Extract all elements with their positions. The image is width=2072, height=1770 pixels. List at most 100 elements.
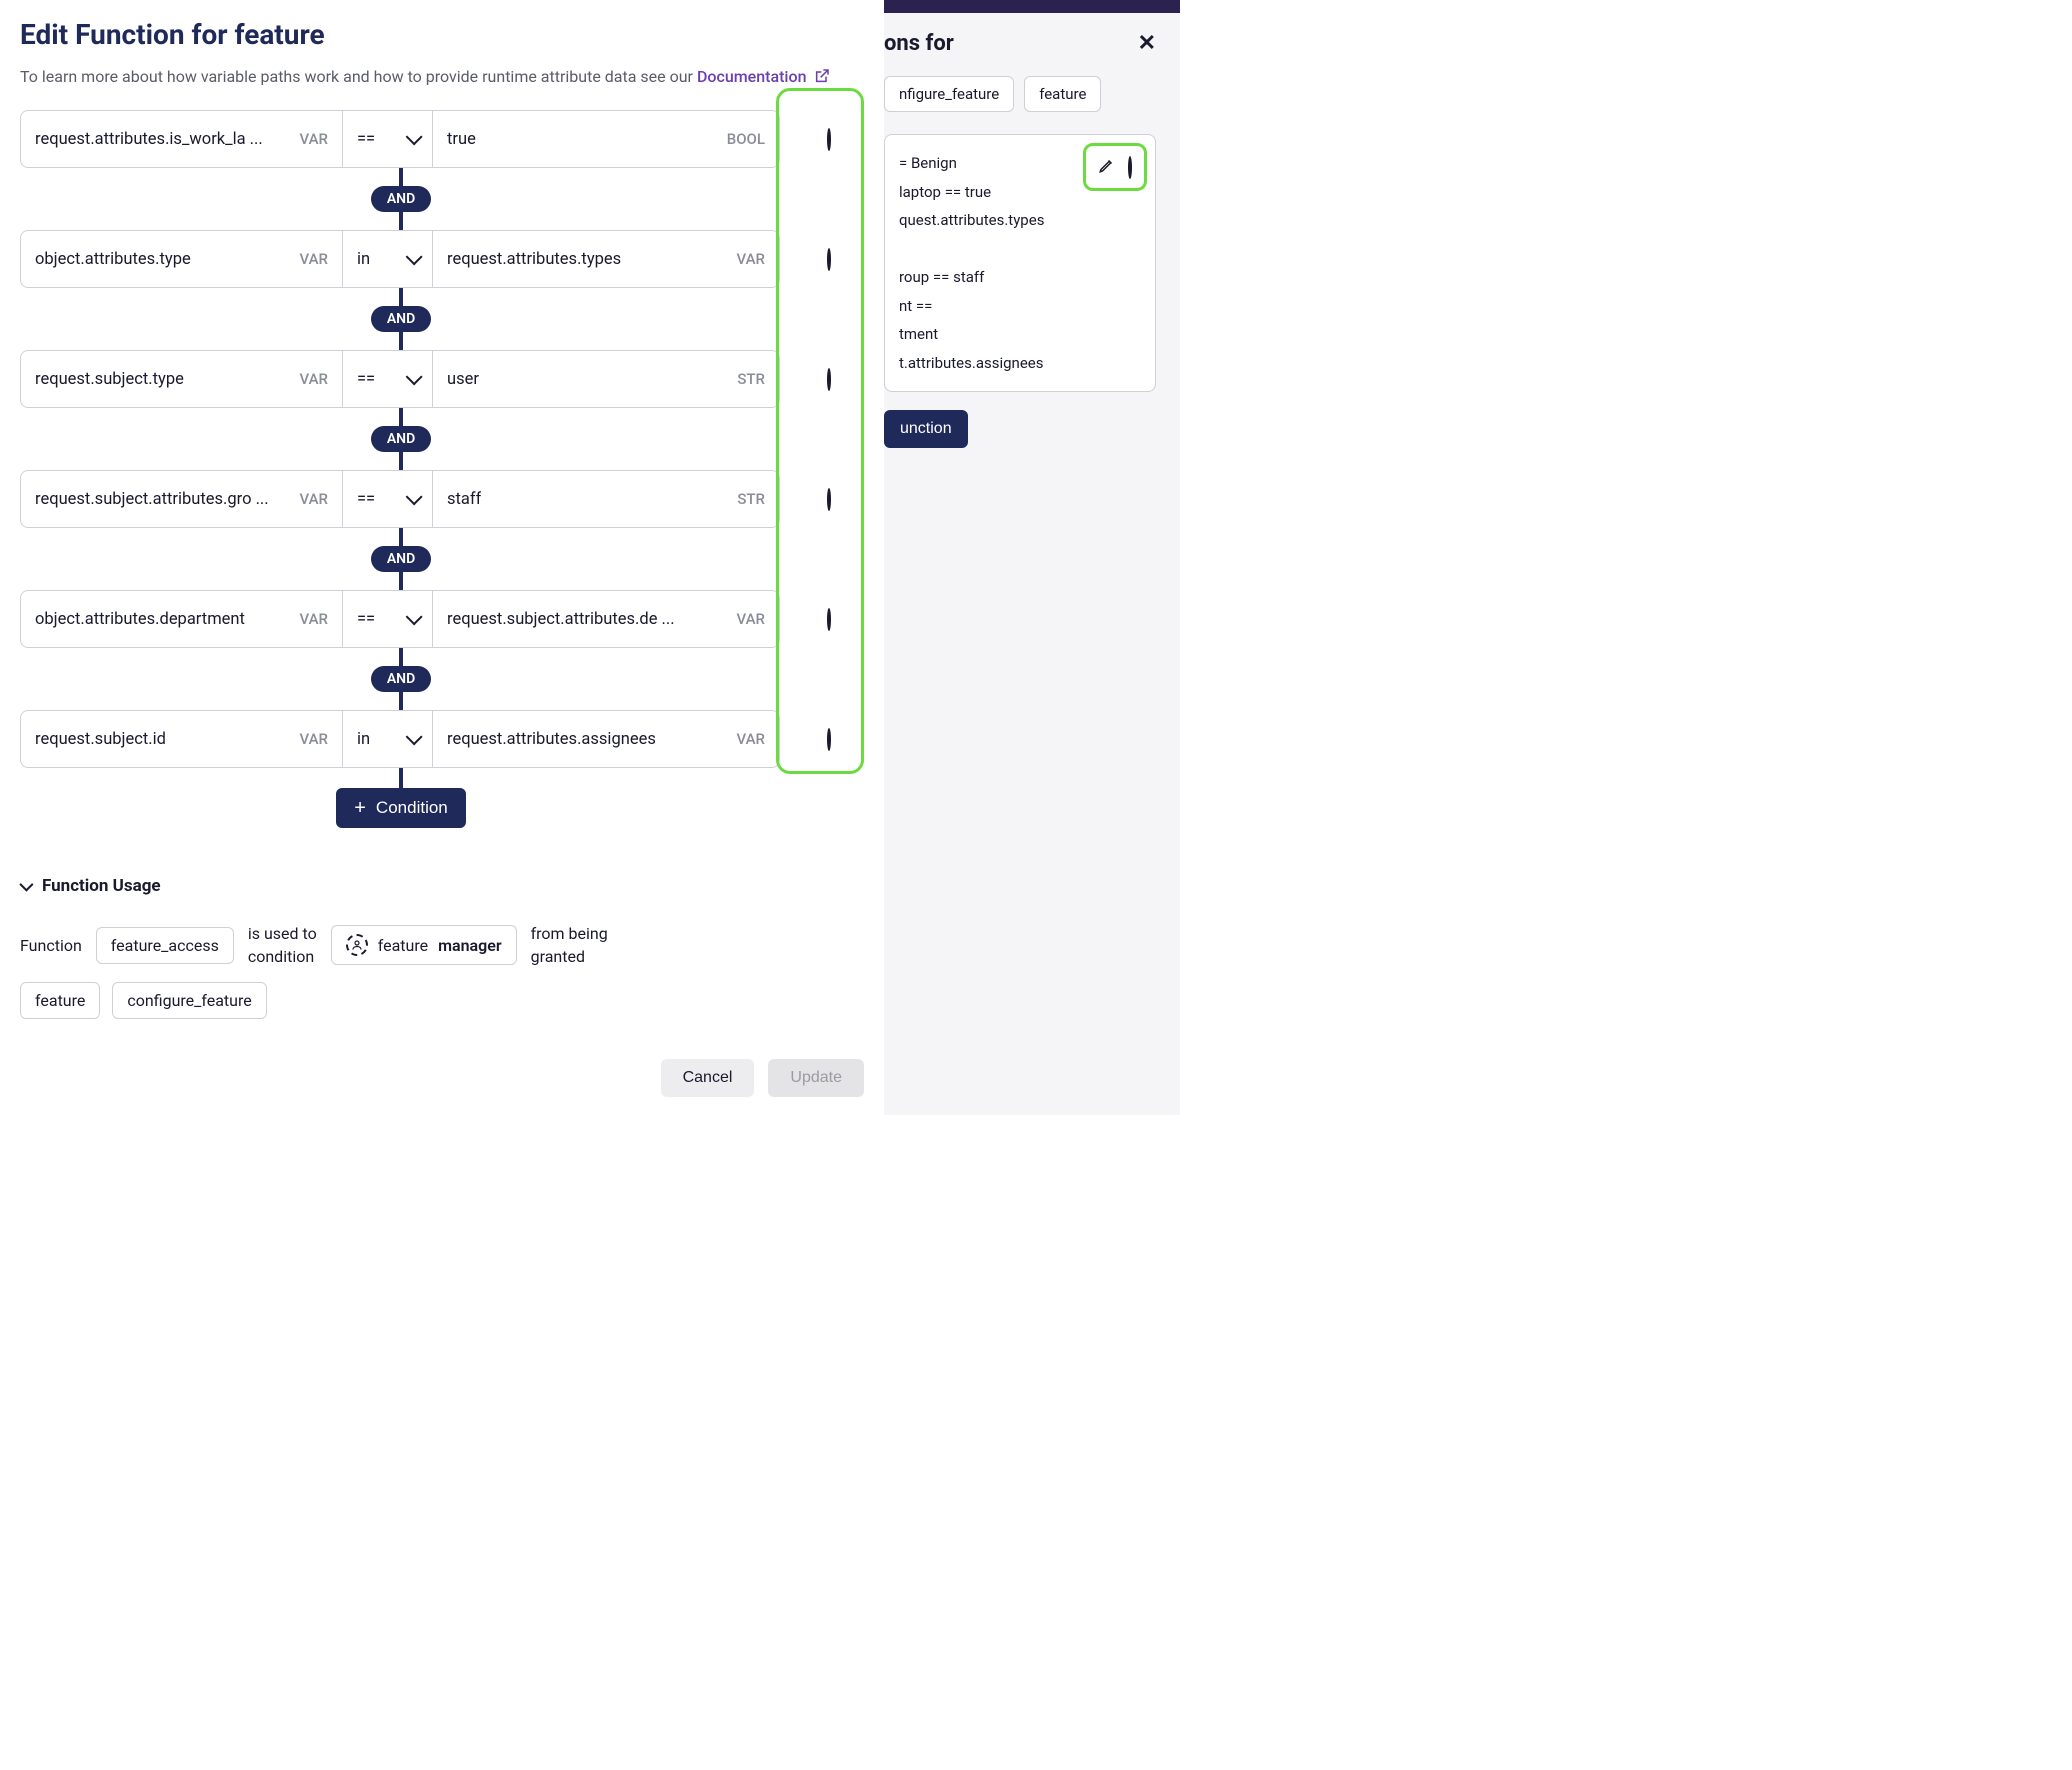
delete-condition-button[interactable] [827, 730, 831, 749]
delete-condition-button[interactable] [827, 490, 831, 509]
condition-row: request.subject.idVARinrequest.attribute… [20, 710, 864, 768]
condition-right-tag: VAR [736, 250, 765, 268]
condition-operator-select[interactable]: == [343, 591, 433, 647]
condition-right-tag: VAR [736, 730, 765, 748]
minus-circle-icon [827, 728, 831, 751]
condition-left-tag: VAR [299, 130, 328, 148]
condition-operator-text: in [357, 730, 370, 749]
dialog-title: Edit Function for feature [20, 18, 864, 51]
minus-circle-icon [827, 488, 831, 511]
side-function-button[interactable]: unction [884, 410, 968, 448]
condition-operator-text: == [357, 490, 375, 509]
delete-condition-button[interactable] [827, 130, 831, 149]
condition-left-input[interactable]: request.subject.typeVAR [21, 351, 343, 407]
condition-operator-select[interactable]: == [343, 111, 433, 167]
card-actions-highlight [1083, 143, 1147, 191]
condition-right-tag: STR [737, 370, 765, 388]
user-icon [346, 934, 368, 956]
condition-operator-text: == [357, 370, 375, 389]
and-pill[interactable]: AND [371, 666, 431, 692]
condition-left-tag: VAR [299, 370, 328, 388]
condition-box: request.subject.typeVAR == user STR [20, 350, 780, 408]
condition-right-input[interactable]: user STR [433, 351, 779, 407]
condition-left-input[interactable]: request.subject.idVAR [21, 711, 343, 767]
help-text: To learn more about how variable paths w… [20, 67, 864, 88]
delete-condition-button[interactable] [827, 370, 831, 389]
condition-left-input[interactable]: request.subject.attributes.gro ... VAR [21, 471, 343, 527]
and-pill[interactable]: AND [371, 186, 431, 212]
app-topbar [884, 0, 1180, 13]
condition-row: object.attributes.departmentVAR == request… [20, 590, 864, 648]
condition-left-input[interactable]: request.attributes.is_work_la ...VAR [21, 111, 343, 167]
condition-operator-select[interactable]: in [343, 711, 433, 767]
and-pill[interactable]: AND [371, 546, 431, 572]
condition-right-text: staff [447, 490, 481, 509]
chevron-down-icon [19, 878, 33, 892]
condition-right-input[interactable]: request.attributes.typesVAR [433, 231, 779, 287]
plus-icon: + [354, 798, 366, 818]
condition-box: request.subject.idVARinrequest.attribute… [20, 710, 780, 768]
chevron-down-icon [406, 248, 423, 265]
condition-right-input[interactable]: trueBOOL [433, 111, 779, 167]
condition-left-input[interactable]: object.attributes.type VAR [21, 231, 343, 287]
add-condition-button[interactable]: + Condition [336, 788, 466, 828]
condition-box: request.attributes.is_work_la ...VAR==tr… [20, 110, 780, 168]
side-summary-line: roup == staff [899, 263, 1141, 292]
and-connector: AND [20, 168, 782, 230]
and-pill[interactable]: AND [371, 426, 431, 452]
edit-icon[interactable] [1098, 156, 1116, 178]
usage-entity-name: manager [438, 936, 502, 955]
condition-left-text: request.subject.attributes.gro ... [35, 490, 269, 509]
condition-right-text: request.attributes.assignees [447, 730, 656, 749]
and-pill[interactable]: AND [371, 306, 431, 332]
condition-box: object.attributes.type VAR inrequest.attri… [20, 230, 780, 288]
side-chip[interactable]: nfigure_feature [884, 76, 1014, 112]
condition-row: request.subject.typeVAR == user STR [20, 350, 864, 408]
and-connector: AND [20, 288, 782, 350]
condition-box: object.attributes.departmentVAR == request… [20, 590, 780, 648]
minus-circle-icon [827, 608, 831, 631]
condition-left-input[interactable]: object.attributes.departmentVAR [21, 591, 343, 647]
condition-left-tag: VAR [299, 250, 328, 268]
delete-condition-button[interactable] [827, 610, 831, 629]
condition-operator-select[interactable]: in [343, 231, 433, 287]
side-summary-line: nt == [899, 292, 1141, 321]
condition-operator-text: == [357, 610, 375, 629]
remove-icon[interactable] [1128, 158, 1132, 177]
condition-left-tag: VAR [299, 490, 328, 508]
help-prefix: To learn more about how variable paths w… [20, 67, 697, 86]
chevron-down-icon [406, 608, 423, 625]
usage-target: configure_feature [112, 982, 266, 1019]
cancel-button[interactable]: Cancel [661, 1059, 755, 1097]
condition-right-input[interactable]: request.attributes.assignees VAR [433, 711, 779, 767]
condition-operator-select[interactable]: == [343, 471, 433, 527]
condition-right-tag: STR [737, 490, 765, 508]
condition-right-text: user [447, 370, 479, 389]
usage-entity: feature manager [331, 925, 517, 965]
condition-left-text: request.subject.id [35, 730, 166, 749]
usage-text-1: is used to condition [248, 922, 317, 968]
side-summary-card: = Benignlaptop == truequest.attributes.t… [884, 134, 1156, 392]
minus-circle-icon [827, 248, 831, 271]
side-panel-title: ons for [884, 31, 954, 56]
delete-condition-button[interactable] [827, 250, 831, 269]
condition-right-input[interactable]: staff STR [433, 471, 779, 527]
update-button[interactable]: Update [768, 1059, 864, 1097]
condition-operator-select[interactable]: == [343, 351, 433, 407]
condition-row: request.subject.attributes.gro ... VAR == s… [20, 470, 864, 528]
side-summary-line: t.attributes.assignees [899, 349, 1141, 378]
close-icon[interactable]: ✕ [1138, 31, 1156, 56]
condition-left-text: object.attributes.type [35, 250, 191, 269]
minus-circle-icon [827, 368, 831, 391]
function-usage-toggle[interactable]: Function Usage [20, 876, 864, 896]
chevron-down-icon [406, 488, 423, 505]
condition-right-input[interactable]: request.subject.attributes.de ...VAR [433, 591, 779, 647]
usage-function-label: Function [20, 936, 82, 955]
usage-target: feature [20, 982, 100, 1019]
side-chip[interactable]: feature [1024, 76, 1101, 112]
minus-circle-icon [827, 128, 831, 151]
condition-right-tag: BOOL [727, 130, 765, 148]
usage-function-name: feature_access [96, 927, 234, 964]
external-link-icon [814, 68, 830, 88]
documentation-link[interactable]: Documentation [697, 67, 831, 86]
